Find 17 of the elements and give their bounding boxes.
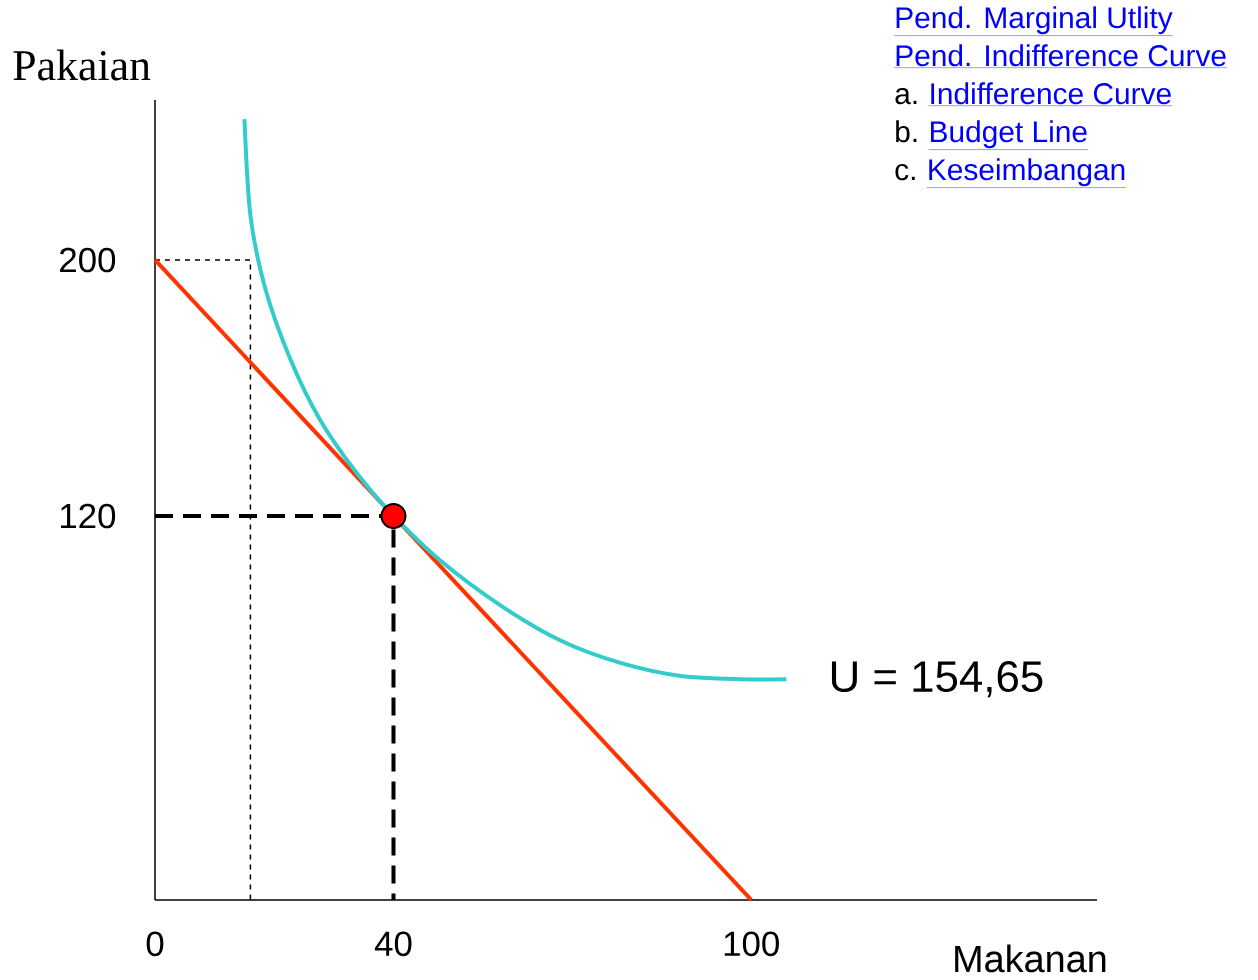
annotation: b. [896, 120, 917, 143]
x-tick-label: 100 [724, 931, 779, 957]
x-axis-title: Makanan [955, 944, 1106, 973]
annotation: c. [895, 163, 915, 181]
annotation: a. [895, 87, 917, 105]
y-tick-label: 120 [60, 503, 116, 529]
line-series [242, 117, 789, 682]
annotation: U = 154,65 [831, 661, 1043, 698]
y-axis-title: Pakaian [13, 49, 151, 81]
x-tick-label: 40 [374, 931, 412, 957]
y-tick-label: 200 [60, 247, 116, 273]
text: Pend. Marginal Utlity [896, 6, 1173, 35]
text: Pend. Indifference Curve [896, 44, 1226, 67]
annotation: Keseimbangan [929, 158, 1125, 187]
x-tick-label: 0 [146, 931, 164, 957]
annotation: Budget Line [930, 120, 1087, 149]
annotation: Indifference Curve [931, 82, 1171, 105]
